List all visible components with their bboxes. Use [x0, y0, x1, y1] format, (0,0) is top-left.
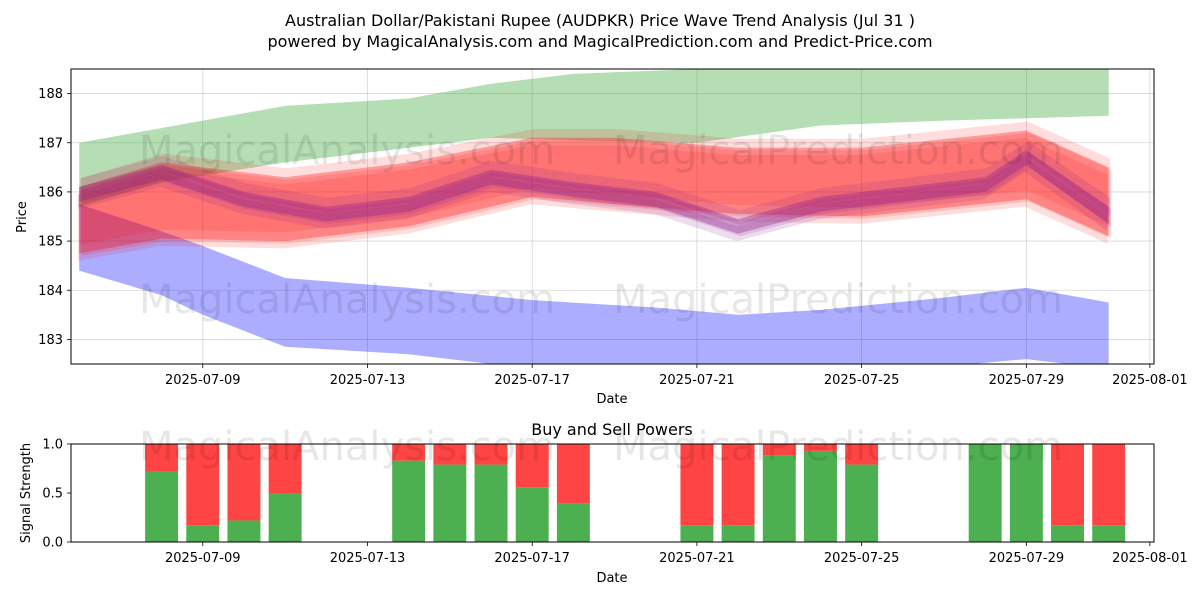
- buy-bar: [1092, 525, 1126, 542]
- powers-x-tick-label: 2025-07-25: [824, 551, 900, 566]
- sell-bar: [556, 444, 590, 504]
- price-x-tick-label: 2025-07-25: [824, 373, 900, 388]
- powers-x-tick-label: 2025-08-01: [1112, 551, 1188, 566]
- sell-bar: [474, 444, 508, 465]
- watermark-mid-right: MagicalPrediction.com: [613, 277, 1063, 323]
- buy-bar: [1009, 444, 1043, 542]
- sell-bar: [721, 444, 755, 526]
- buy-bar: [968, 444, 1002, 542]
- red-band-layer: [81, 132, 1112, 256]
- buy-bar: [721, 525, 755, 542]
- powers-x-tick-label: 2025-07-17: [494, 551, 570, 566]
- buy-bar: [680, 525, 714, 542]
- price-x-tick-label: 2025-07-29: [989, 373, 1065, 388]
- watermark-top-left: MagicalAnalysis.com: [139, 128, 555, 174]
- powers-y-tick-label: 0.5: [42, 487, 63, 502]
- price-y-tick-label: 188: [38, 87, 63, 102]
- price-x-axis-label: Date: [596, 392, 627, 407]
- price-y-tick-label: 187: [38, 136, 63, 151]
- buy-bar: [474, 464, 508, 542]
- sell-bar: [186, 444, 220, 526]
- powers-x-axis-label: Date: [596, 571, 627, 586]
- price-axis-ticks: 2025-07-09 2025-07-13 2025-07-17 2025-07-21…: [38, 87, 1187, 388]
- sell-bar: [845, 444, 879, 465]
- buy-bar: [845, 464, 879, 542]
- buy-bar: [145, 471, 179, 542]
- powers-axis-ticks: 2025-07-09 2025-07-13 2025-07-17 2025-07-21…: [42, 438, 1187, 567]
- powers-y-tick-label: 1.0: [42, 438, 63, 453]
- buy-bar: [803, 450, 837, 542]
- purple-band: [79, 150, 1109, 234]
- powers-title: Buy and Sell Powers: [531, 420, 693, 439]
- buy-bar: [556, 503, 590, 542]
- powers-x-tick-label: 2025-07-21: [659, 551, 735, 566]
- sell-bar: [515, 444, 549, 488]
- blue-band: [79, 204, 1109, 364]
- buy-bar: [186, 525, 220, 542]
- watermark-top-right: MagicalPrediction.com: [613, 128, 1063, 174]
- green-band: [79, 69, 1109, 207]
- powers-x-tick-label: 2025-07-09: [165, 551, 241, 566]
- price-axes-frame: [70, 68, 1155, 365]
- price-x-tick-label: 2025-07-13: [330, 373, 406, 388]
- powers-bars: [145, 444, 1126, 542]
- buy-bar: [392, 460, 426, 542]
- price-y-axis-label: Price: [15, 201, 30, 233]
- powers-x-tick-label: 2025-07-13: [330, 551, 406, 566]
- price-y-tick-label: 184: [38, 284, 63, 299]
- sell-bar: [392, 444, 426, 461]
- sell-bar: [803, 444, 837, 451]
- price-x-tick-label: 2025-07-09: [165, 373, 241, 388]
- sell-bar: [680, 444, 714, 526]
- purple-band-layer: [80, 141, 1111, 225]
- buy-bar: [227, 520, 261, 542]
- chart-title-line1: Australian Dollar/Pakistani Rupee (AUDPK…: [285, 11, 915, 30]
- chart-title-line2: powered by MagicalAnalysis.com and Magic…: [267, 32, 932, 51]
- watermark-bottom-left: MagicalAnalysis.com: [139, 424, 555, 470]
- sell-bar: [227, 444, 261, 521]
- purple-band-layer: [81, 152, 1112, 237]
- price-grid: [71, 69, 1154, 364]
- buy-bar: [433, 464, 467, 542]
- buy-bar: [515, 487, 549, 542]
- price-y-tick-label: 186: [38, 185, 63, 200]
- price-x-tick-label: 2025-07-17: [494, 373, 570, 388]
- watermark-mid-left: MagicalAnalysis.com: [139, 277, 555, 323]
- sell-bar: [762, 444, 796, 456]
- sell-bar: [1092, 444, 1126, 526]
- buy-bar: [1051, 525, 1084, 542]
- purple-band-layer: [78, 157, 1108, 242]
- red-band-layer: [80, 121, 1111, 245]
- red-band-layer: [78, 137, 1108, 261]
- sell-bar: [145, 444, 179, 472]
- price-x-tick-label: 2025-08-01: [1112, 373, 1188, 388]
- red-band: [79, 130, 1109, 254]
- powers-y-tick-label: 0.0: [42, 536, 63, 551]
- price-y-tick-label: 185: [38, 235, 63, 250]
- sell-bar: [433, 444, 467, 465]
- powers-y-axis-label: Signal Strength: [19, 443, 34, 543]
- sell-bar: [1051, 444, 1084, 526]
- buy-bar: [268, 493, 302, 542]
- watermark-bottom-right: MagicalPrediction.com: [613, 424, 1063, 470]
- sell-bar: [268, 444, 302, 493]
- powers-x-tick-label: 2025-07-29: [989, 551, 1065, 566]
- price-y-tick-label: 183: [38, 333, 63, 348]
- price-bands: [78, 69, 1112, 364]
- buy-bar: [762, 455, 796, 542]
- price-x-tick-label: 2025-07-21: [659, 373, 735, 388]
